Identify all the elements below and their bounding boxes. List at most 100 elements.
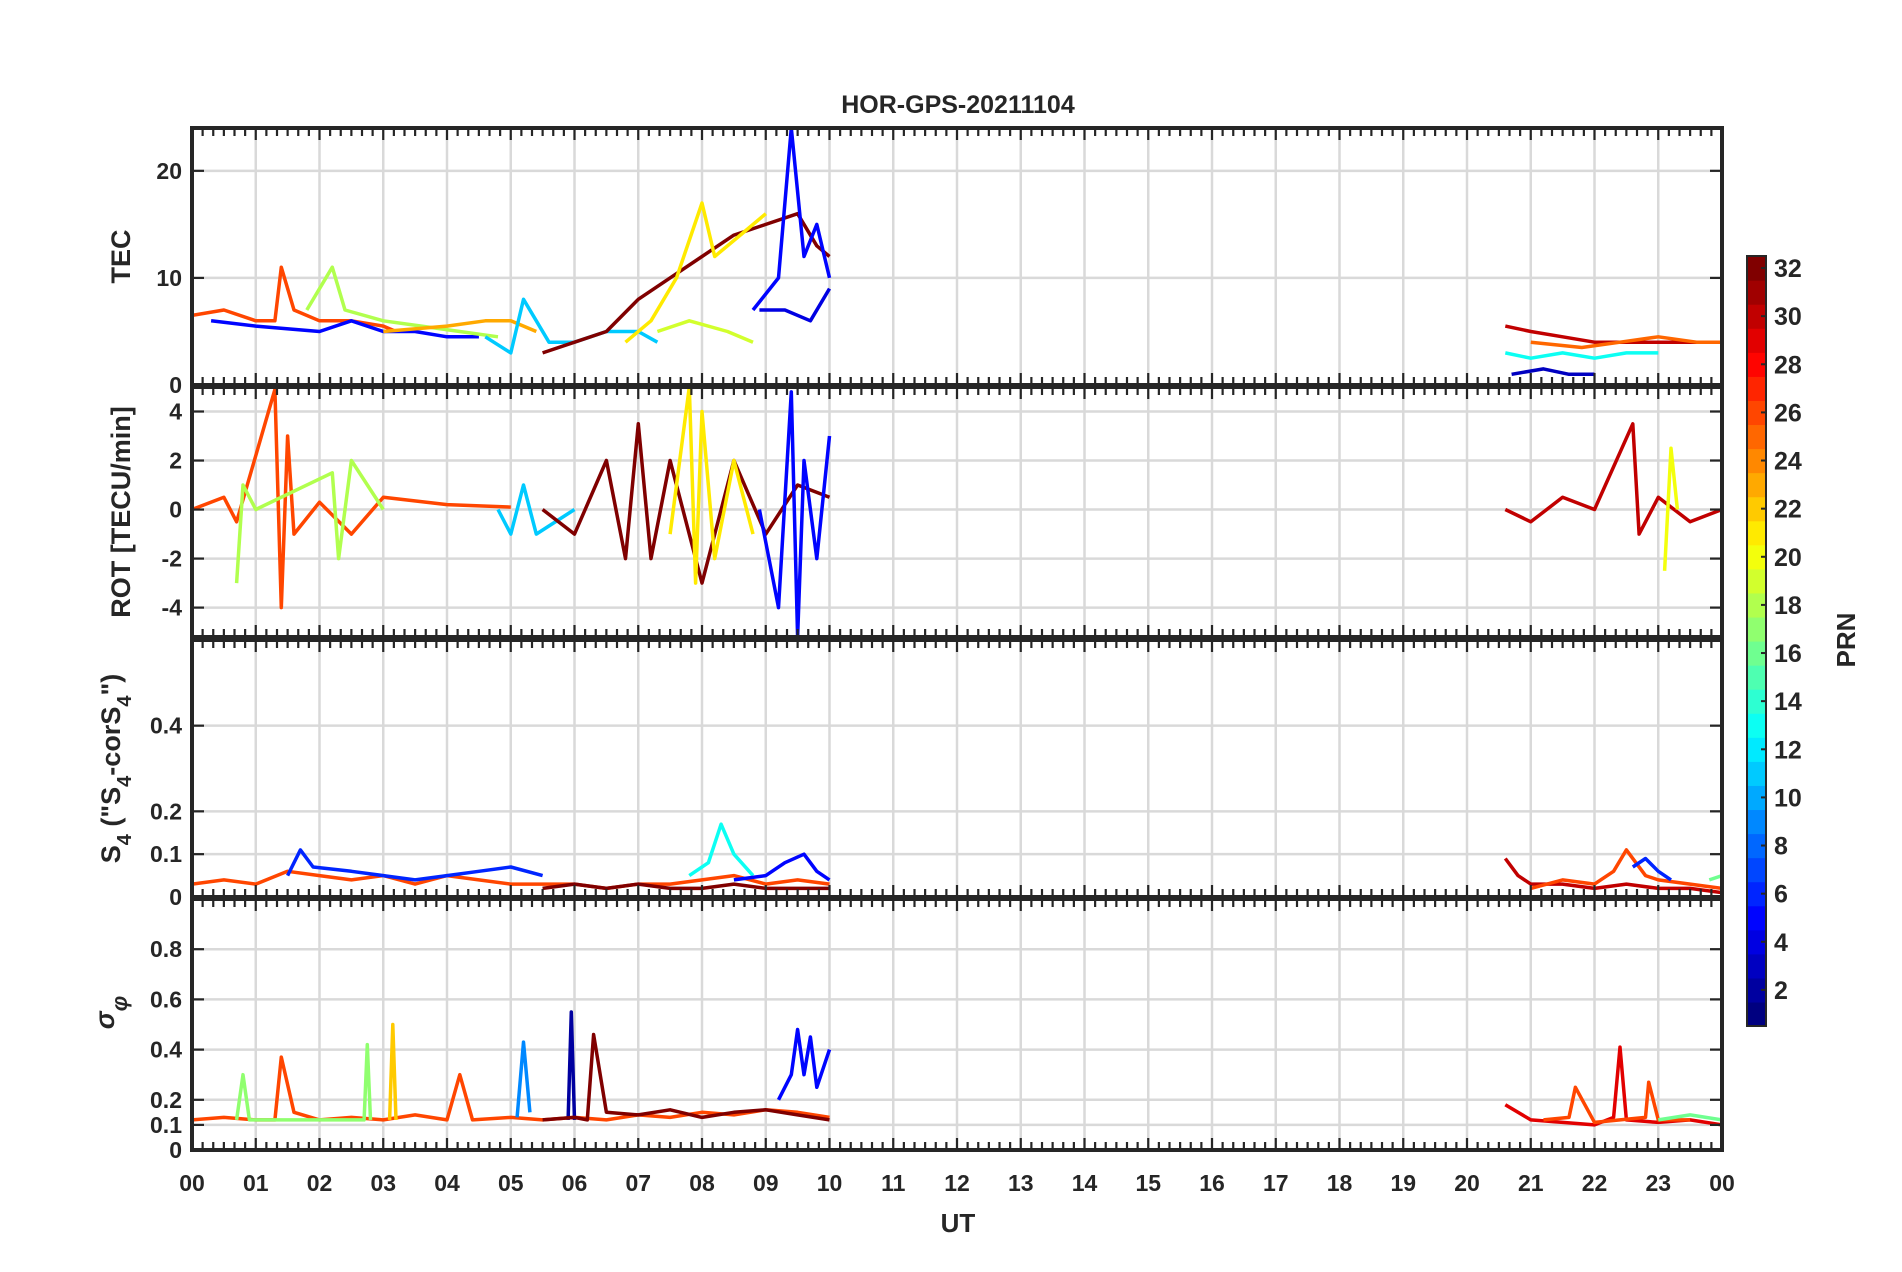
y-tick-label: 4 — [169, 399, 182, 425]
colorbar-tick-label: 16 — [1774, 640, 1802, 668]
trace-prn-18 — [234, 458, 385, 584]
x-tick-label: 13 — [1008, 1170, 1034, 1196]
colorbar-segment — [1747, 280, 1766, 305]
x-tick-label: 18 — [1327, 1170, 1353, 1196]
colorbar-segment — [1747, 689, 1766, 714]
colorbar-segment — [1747, 713, 1766, 738]
trace-prn-22 — [387, 1022, 398, 1120]
y-tick-label: 0.4 — [150, 1037, 182, 1063]
colorbar-segment — [1747, 665, 1766, 690]
y-tick-label: 0.2 — [150, 798, 182, 824]
x-tick-label: 17 — [1263, 1170, 1289, 1196]
colorbar-segment — [1747, 256, 1766, 281]
x-tick-label: 14 — [1072, 1170, 1098, 1196]
trace-prn-20 — [1662, 446, 1680, 571]
y-tick-label: 0.1 — [150, 1112, 182, 1138]
colorbar-tick-label: 14 — [1774, 688, 1802, 716]
y-tick-label: 0.6 — [150, 986, 182, 1012]
colorbar-tick-label: 6 — [1774, 881, 1788, 909]
colorbar-segment — [1747, 376, 1766, 401]
colorbar-segment — [1747, 977, 1766, 1003]
trace-prn-21 — [668, 387, 755, 585]
y-axis-label: ROT [TECU/min] — [106, 406, 136, 617]
y-tick-label: 0.4 — [150, 713, 182, 739]
trace-prn-18 — [305, 265, 499, 339]
x-tick-label: 03 — [370, 1170, 396, 1196]
colorbar-segment — [1747, 929, 1766, 955]
x-tick-label: 16 — [1199, 1170, 1225, 1196]
x-tick-label: 00 — [1709, 1170, 1735, 1196]
trace-prn-32 — [542, 882, 830, 891]
x-tick-label: 21 — [1518, 1170, 1544, 1196]
colorbar-segment — [1747, 785, 1766, 811]
trace-prn-5 — [757, 390, 832, 637]
y-axis-label: S4 ("S4-corS4") — [96, 674, 136, 864]
trace-prn-13 — [688, 822, 755, 878]
colorbar-segment — [1747, 881, 1766, 907]
trace-prn-16 — [1658, 1113, 1722, 1122]
colorbar-tick-label: 4 — [1774, 929, 1788, 957]
trace-prn-26 — [192, 869, 830, 891]
colorbar-segment — [1747, 833, 1766, 859]
y-tick-label: 10 — [156, 265, 182, 291]
colorbar-tick-label: 28 — [1774, 351, 1802, 379]
x-tick-label: 04 — [434, 1170, 460, 1196]
trace-prn-2 — [566, 1010, 577, 1120]
traces — [192, 128, 1722, 377]
trace-prn-6 — [1631, 856, 1672, 882]
y-tick-label: 0.1 — [150, 841, 182, 867]
x-axis-label: UT — [941, 1208, 976, 1238]
trace-prn-30 — [1504, 422, 1722, 536]
x-tick-label: 02 — [307, 1170, 333, 1196]
colorbar-tick-label: 8 — [1774, 833, 1788, 861]
trace-prn-5 — [751, 128, 832, 312]
x-tick-label: 06 — [562, 1170, 588, 1196]
trace-prn-26 — [192, 265, 397, 334]
trace-prn-13 — [1504, 351, 1659, 360]
trace-prn-3 — [1511, 367, 1595, 377]
y-tick-label: 0.8 — [150, 936, 182, 962]
y-tick-label: 20 — [156, 158, 182, 184]
colorbar-segment — [1747, 328, 1766, 353]
colorbar-tick-label: 2 — [1774, 977, 1788, 1005]
traces — [192, 387, 1722, 637]
colorbar-segment — [1747, 592, 1766, 618]
y-tick-label: 0 — [169, 1137, 182, 1163]
trace-prn-11 — [496, 483, 576, 536]
x-tick-label: 10 — [817, 1170, 843, 1196]
x-tick-label: 15 — [1135, 1170, 1161, 1196]
y-tick-label: 0 — [169, 372, 182, 398]
y-tick-label: 0.2 — [150, 1087, 182, 1113]
x-tick-label: 05 — [498, 1170, 524, 1196]
colorbar-segment — [1747, 496, 1766, 522]
colorbar-label: PRN — [1831, 613, 1861, 668]
colorbar-segment — [1747, 761, 1766, 786]
y-axis-label: TEC — [106, 230, 136, 284]
colorbar-segment — [1747, 544, 1766, 570]
trace-prn-6 — [286, 848, 544, 882]
colorbar-segment — [1747, 953, 1766, 979]
axes-box — [190, 385, 1724, 639]
colorbar-tick-label: 12 — [1774, 736, 1802, 764]
colorbar-segment — [1747, 448, 1766, 474]
y-tick-label: 2 — [169, 448, 182, 474]
colorbar-tick-label: 22 — [1774, 496, 1802, 524]
colorbar-segment — [1747, 352, 1766, 377]
colorbar-segment — [1747, 616, 1766, 642]
colorbar-segment — [1747, 1001, 1766, 1027]
colorbar-segment — [1747, 424, 1766, 450]
colorbar-segment — [1747, 737, 1766, 762]
y-axis-label: σφ — [90, 996, 132, 1029]
x-tick-label: 11 — [881, 1170, 906, 1196]
trace-prn-16 — [1708, 873, 1722, 882]
trace-prn-26 — [192, 1055, 830, 1122]
panel-tec: 0 10 20 TEC — [106, 126, 1724, 398]
y-tick-label: 0 — [169, 884, 182, 910]
y-tick-label: -2 — [162, 546, 182, 572]
colorbar-tick-label: 30 — [1774, 303, 1802, 331]
colorbar-segment — [1747, 472, 1766, 498]
panel-s4: 0 0.1 0.2 0.4 S4 ("S4-corS4") — [96, 638, 1724, 910]
x-tick-label: 07 — [625, 1170, 651, 1196]
